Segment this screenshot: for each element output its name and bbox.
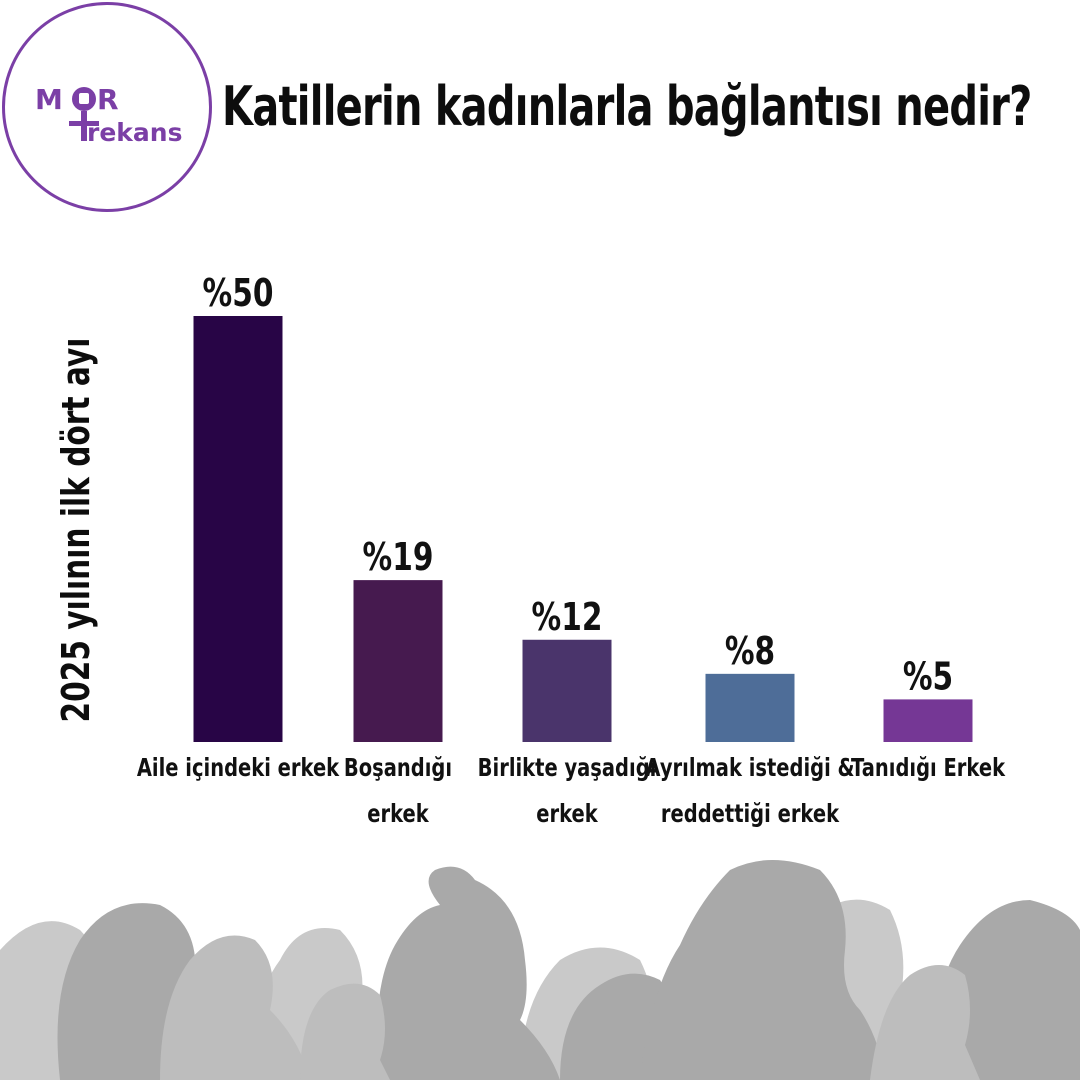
category-label-4-line-1: Ayrılmak istediği & bbox=[645, 754, 854, 783]
bar-5 bbox=[883, 699, 973, 742]
value-label-5: %5 bbox=[903, 655, 953, 700]
category-label-3-line-1: Birlikte yaşadığı bbox=[478, 754, 657, 783]
mor-frekans-logo-graphic: M R rekans bbox=[35, 83, 182, 147]
bar-3 bbox=[522, 639, 612, 742]
value-label-3: %12 bbox=[532, 595, 603, 640]
value-label-4: %8 bbox=[725, 629, 775, 674]
bar-1 bbox=[193, 316, 283, 742]
category-label-2-line-1: Boşandığı bbox=[344, 754, 452, 783]
mor-frekans-logo: M R rekans bbox=[2, 2, 212, 212]
bar-2 bbox=[353, 580, 443, 742]
category-label-4-line-2: reddettiği erkek bbox=[661, 800, 840, 829]
category-label-2-line-2: erkek bbox=[367, 800, 429, 829]
category-label-1-line-1: Aile içindeki erkek bbox=[137, 754, 340, 783]
category-label-5-line-1: Tanıdığı Erkek bbox=[851, 754, 1006, 783]
svg-text:M: M bbox=[35, 83, 62, 116]
value-label-2: %19 bbox=[363, 536, 434, 581]
svg-text:rekans: rekans bbox=[87, 118, 182, 147]
bar-4 bbox=[705, 673, 795, 742]
category-label-3-line-2: erkek bbox=[536, 800, 598, 829]
value-label-1: %50 bbox=[203, 271, 274, 316]
svg-text:R: R bbox=[97, 83, 119, 116]
